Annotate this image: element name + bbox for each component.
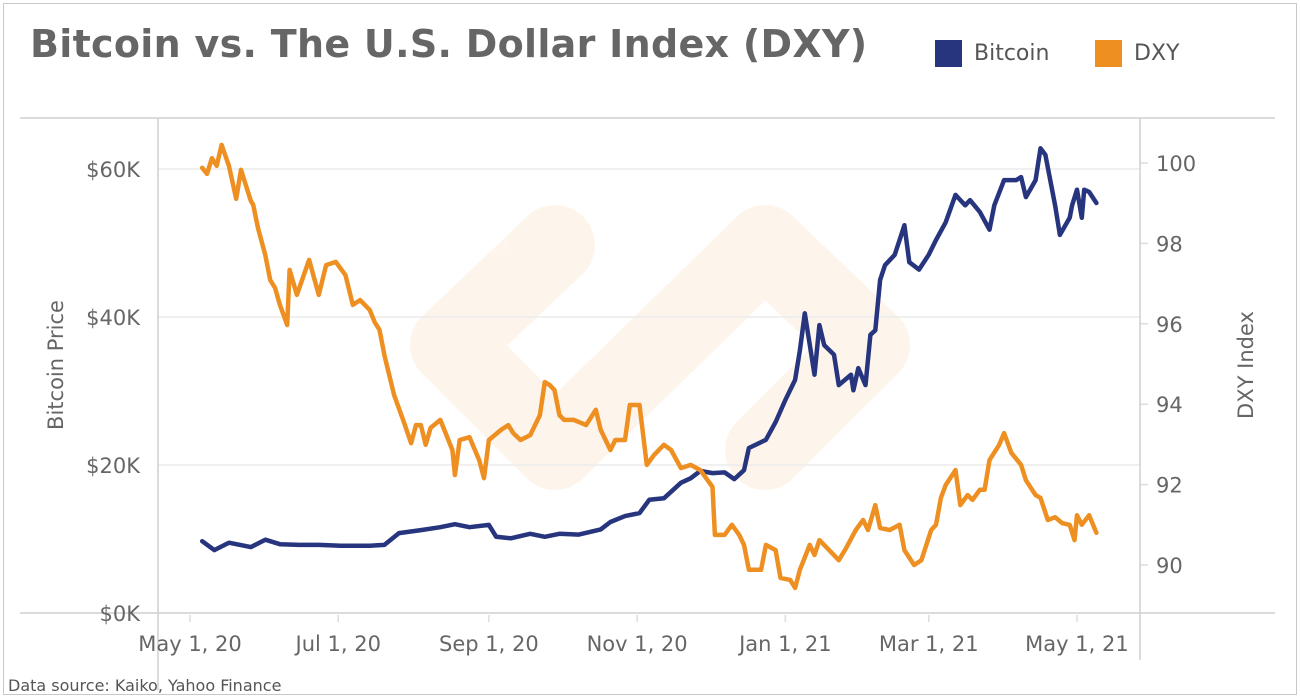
legend-item-bitcoin[interactable]: Bitcoin xyxy=(935,40,1049,67)
chart-frame xyxy=(3,3,1297,695)
y-right-tick-label: 100 xyxy=(1156,152,1196,176)
legend-item-dxy[interactable]: DXY xyxy=(1095,40,1179,67)
y-right-axis-title: DXY Index xyxy=(1234,311,1258,419)
watermark-logo xyxy=(410,205,910,490)
x-tick-label: May 1, 20 xyxy=(138,632,242,656)
chart-title: Bitcoin vs. The U.S. Dollar Index (DXY) xyxy=(30,22,868,66)
series-line-dxy xyxy=(199,142,1099,591)
y-right-tick-label: 92 xyxy=(1156,474,1183,498)
x-tick-label: May 1, 21 xyxy=(1025,632,1129,656)
data-source-note: Data source: Kaiko, Yahoo Finance xyxy=(8,676,282,695)
x-tick-label: Jul 1, 20 xyxy=(294,632,381,656)
x-tick-label: Sep 1, 20 xyxy=(439,632,539,656)
legend-label-dxy: DXY xyxy=(1134,41,1180,66)
x-tick-label: Mar 1, 21 xyxy=(879,632,979,656)
legend-label-bitcoin: Bitcoin xyxy=(974,41,1050,66)
y-right-tick-label: 98 xyxy=(1156,232,1183,256)
y-right-tick-label: 94 xyxy=(1156,393,1183,417)
y-left-tick-label: $20K xyxy=(86,454,141,478)
legend-swatch-dxy xyxy=(1095,40,1122,67)
y-left-axis-title: Bitcoin Price xyxy=(44,300,68,430)
x-tick-label: Nov 1, 20 xyxy=(587,632,688,656)
y-left-tick-label: $0K xyxy=(100,602,142,626)
x-tick-label: Jan 1, 21 xyxy=(737,632,831,656)
y-left-tick-label: $60K xyxy=(86,158,141,182)
series-line-bitcoin xyxy=(199,146,1099,553)
y-right-tick-label: 90 xyxy=(1156,554,1183,578)
legend-swatch-bitcoin xyxy=(935,40,962,67)
y-right-tick-label: 96 xyxy=(1156,313,1183,337)
y-left-tick-label: $40K xyxy=(86,306,141,330)
